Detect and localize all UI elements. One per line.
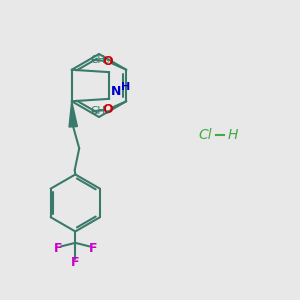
Text: N: N — [111, 85, 121, 98]
Text: F: F — [71, 256, 80, 269]
Text: CH₃: CH₃ — [91, 55, 110, 64]
Text: F: F — [54, 242, 62, 255]
Polygon shape — [69, 101, 77, 127]
Text: Cl: Cl — [199, 128, 212, 142]
Text: F: F — [88, 242, 97, 255]
Text: H: H — [227, 128, 238, 142]
Text: H: H — [121, 82, 130, 92]
Text: CH₃: CH₃ — [91, 106, 110, 116]
Text: O: O — [102, 103, 113, 116]
Text: O: O — [102, 55, 113, 68]
